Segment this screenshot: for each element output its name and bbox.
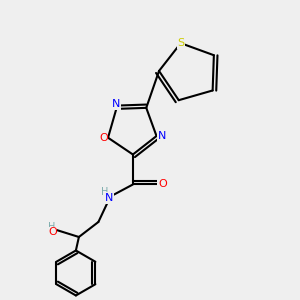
Text: H: H [48,222,56,232]
Text: N: N [112,99,121,110]
Text: H: H [101,187,108,197]
Text: O: O [99,133,108,143]
Text: S: S [177,38,184,48]
Text: N: N [105,193,113,203]
Text: N: N [158,131,166,141]
Text: O: O [158,179,167,190]
Text: O: O [48,227,57,238]
